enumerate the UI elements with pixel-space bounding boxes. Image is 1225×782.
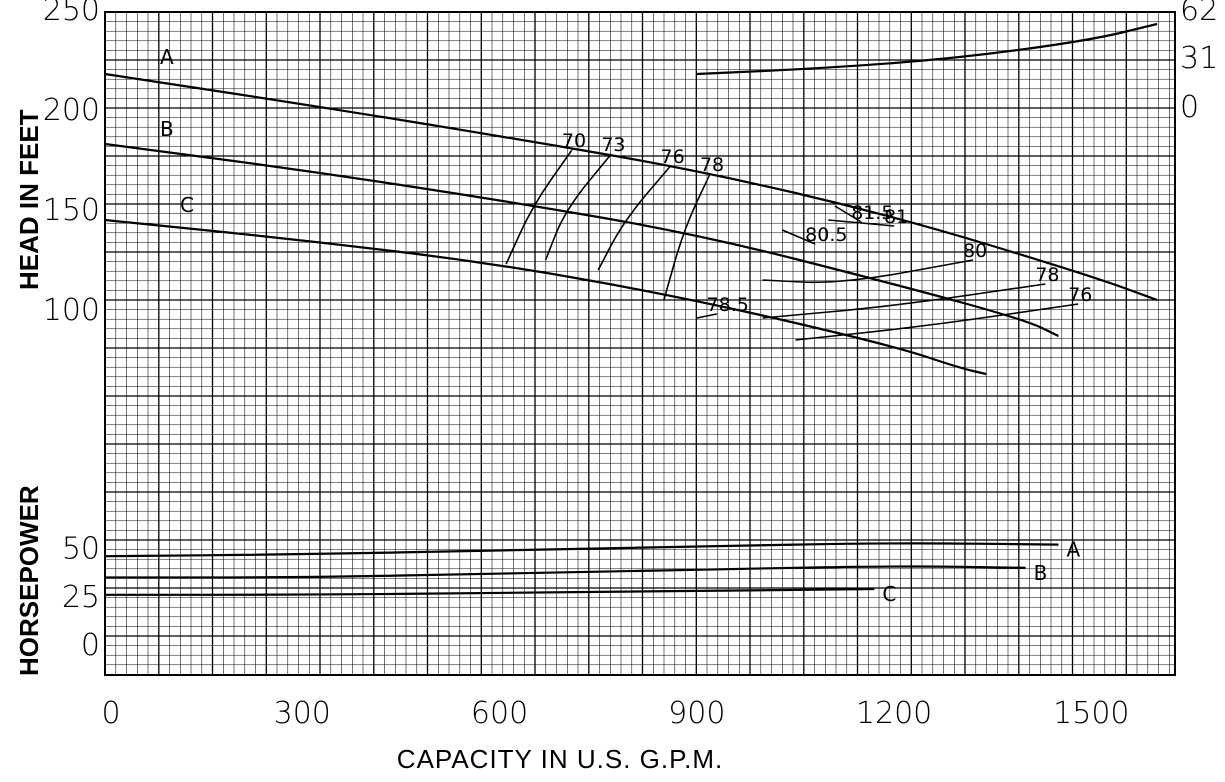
efficiency-label: 73 [601,134,625,156]
right-tick-label: 31 [1180,41,1218,76]
efficiency-label: 81.5 [851,202,893,224]
efficiency-curve [834,205,863,223]
efficiency-label: 80 [963,240,987,262]
efficiency-curve [597,165,672,271]
efficiency-label: 80.5 [805,224,847,246]
head-curve-a [104,72,1158,302]
x-tick-label: 300 [274,696,331,731]
hp-y-tick-label: 0 [81,628,100,663]
y-axis-title-head: HEAD IN FEET [14,109,44,290]
x-axis-title: CAPACITY IN U.S. G.P.M. [397,744,723,774]
head-curve-label: C [180,193,194,217]
hp-curve-a [104,542,1060,558]
efficiency-curve [828,219,895,227]
efficiency-label: 78.5 [707,294,749,316]
grid [104,11,1176,676]
efficiency-curve [762,259,974,284]
head-curve-label: B [160,117,174,141]
x-tick-label: 900 [668,696,725,731]
hp-curve-label: B [1034,561,1048,585]
efficiency-curve [663,173,711,301]
head-y-tick-label: 100 [43,293,100,328]
hp-curve-label: A [1066,538,1080,562]
hp-y-tick-label: 50 [62,532,100,567]
hp-curve-b [104,565,1027,579]
efficiency-curve [544,153,612,261]
head-curve-upper [696,22,1158,76]
x-tick-label: 600 [471,696,528,731]
efficiency-curve [762,283,1046,319]
head-y-tick-label: 200 [43,93,100,128]
x-tick-label: 1500 [1053,696,1129,731]
x-tick-label: 0 [101,696,120,731]
right-tick-label: 62 [1180,0,1218,28]
efficiency-label: 81 [884,206,908,228]
right-tick-label: 0 [1180,90,1199,125]
hp-curve-label: C [882,582,896,606]
head-curve-c [104,218,987,376]
x-tick-label: 1200 [856,696,932,731]
efficiency-curve [781,229,816,245]
hp-y-tick-label: 25 [62,580,100,615]
efficiency-label: 78 [700,154,724,176]
efficiency-label: 76 [661,146,685,168]
hp-curve-c [105,587,875,596]
efficiency-curve [696,313,718,319]
head-curve-label: A [160,45,174,69]
efficiency-label: 76 [1068,284,1092,306]
efficiency-curve [795,303,1079,341]
head-y-tick-label: 250 [43,0,100,28]
efficiency-label: 78 [1035,264,1059,286]
efficiency-curve [505,149,573,265]
head-y-tick-label: 150 [43,193,100,228]
efficiency-label: 70 [562,130,586,152]
y-axis-title-horsepower: HORSEPOWER [14,485,44,676]
